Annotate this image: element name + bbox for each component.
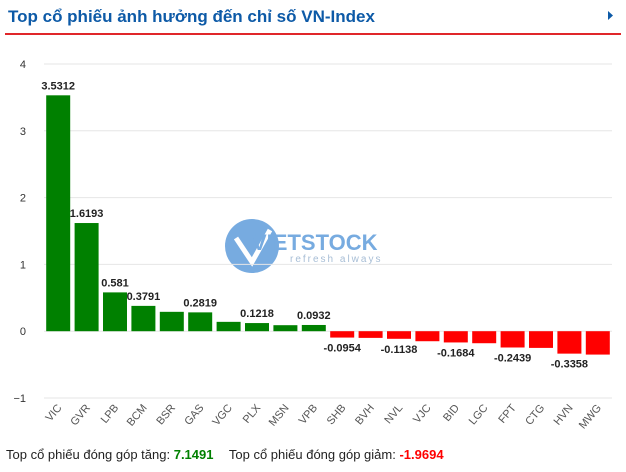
bar (301, 324, 326, 332)
bar (443, 331, 468, 343)
x-tick-label: GVR (68, 402, 93, 428)
value-label: -0.0954 (324, 343, 362, 355)
x-tick-label: GAS (182, 402, 206, 428)
x-tick-label: LPB (99, 402, 122, 426)
bar (415, 331, 440, 342)
bar (500, 331, 525, 348)
y-tick-label: 2 (20, 193, 26, 205)
value-label: 0.0932 (297, 310, 331, 322)
y-tick-label: −1 (13, 393, 26, 405)
bar (131, 305, 156, 332)
y-tick-label: 1 (20, 259, 26, 271)
chart-title: Top cổ phiếu ảnh hưởng đến chỉ số VN-Ind… (8, 7, 375, 26)
value-label: -0.3358 (551, 359, 588, 371)
bar (387, 331, 411, 339)
value-label: -0.1684 (437, 347, 475, 359)
y-tick-label: 0 (20, 326, 26, 338)
x-tick-label: LGC (467, 402, 491, 427)
value-label: 0.1218 (240, 308, 274, 320)
logo (225, 219, 279, 273)
bar (216, 321, 241, 332)
bar (74, 223, 99, 332)
value-label: -0.2439 (494, 352, 531, 364)
x-tick-label: CTG (523, 402, 547, 428)
value-label: 3.5312 (41, 80, 75, 92)
x-tick-label: FPT (496, 402, 519, 426)
x-tick-label: SHB (325, 402, 349, 427)
x-tick-label: VPB (297, 402, 320, 427)
x-tick-label: VIC (44, 402, 65, 424)
x-tick-label: HVN (552, 402, 576, 428)
bar (245, 323, 269, 332)
up-label: Top cổ phiếu đóng góp tăng: (6, 447, 170, 462)
watermark: VIETSTOCK refresh always (225, 219, 382, 273)
x-tick-label: PLX (241, 402, 264, 426)
up-value: 7.1491 (174, 447, 214, 462)
x-tick-label: VJC (411, 402, 434, 426)
down-value: -1.9694 (399, 447, 444, 462)
watermark-tagline: refresh always (290, 254, 382, 265)
bar (188, 312, 213, 332)
bar (472, 331, 497, 344)
bar (358, 331, 383, 338)
value-label: 0.581 (101, 277, 129, 289)
x-tick-label: MWG (577, 402, 604, 431)
expand-arrow[interactable] (608, 11, 613, 20)
footer: Top cổ phiếu đóng góp tăng: 7.1491 Top c… (6, 447, 444, 462)
y-tick-label: 3 (20, 126, 26, 138)
value-label: 0.3791 (127, 291, 161, 303)
x-tick-label: BVH (353, 402, 377, 427)
bar (330, 331, 355, 338)
bar (46, 95, 71, 332)
x-tick-label: BID (441, 402, 462, 424)
watermark-brand: VIETSTOCK (252, 230, 378, 255)
x-tick-label: VGC (210, 402, 235, 428)
bar (585, 331, 610, 355)
value-label: 0.2819 (183, 297, 217, 309)
value-label: -0.1138 (381, 344, 418, 356)
value-label: 1.6193 (70, 208, 104, 220)
bar (273, 325, 298, 332)
x-tick-label: BSR (154, 402, 178, 427)
down-label: Top cổ phiếu đóng góp giảm: (229, 447, 396, 462)
x-tick-label: BCM (125, 402, 150, 428)
x-tick-label: MSN (267, 402, 292, 428)
bar (159, 311, 184, 332)
bar (103, 292, 127, 332)
y-tick-label: 4 (20, 59, 26, 71)
bar (557, 331, 582, 354)
x-tick-label: NVL (382, 402, 405, 426)
bar (529, 331, 553, 348)
